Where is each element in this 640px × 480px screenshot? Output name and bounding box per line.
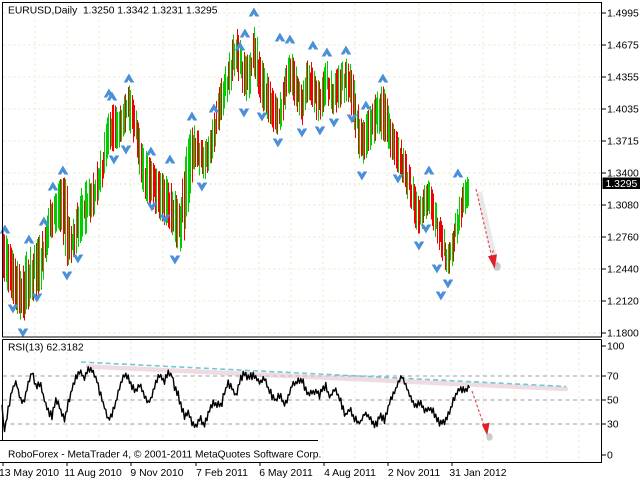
- svg-text:6 May 2011: 6 May 2011: [259, 468, 313, 479]
- svg-text:RoboForex - MetaTrader 4, © 20: RoboForex - MetaTrader 4, © 2001-2011 Me…: [8, 450, 321, 461]
- svg-text:EURUSD,Daily 1.3250 1.3342 1.: EURUSD,Daily 1.3250 1.3342 1.3231 1.3295: [8, 6, 218, 17]
- svg-text:30: 30: [607, 420, 619, 431]
- svg-text:1.2760: 1.2760: [607, 233, 639, 244]
- svg-text:11 Aug 2010: 11 Aug 2010: [64, 468, 122, 479]
- svg-text:31 Jan 2012: 31 Jan 2012: [449, 468, 506, 479]
- svg-text:1.2120: 1.2120: [607, 297, 639, 308]
- svg-text:1.4995: 1.4995: [607, 9, 639, 20]
- svg-text:1.1800: 1.1800: [607, 329, 639, 340]
- svg-text:2 Nov 2011: 2 Nov 2011: [388, 468, 441, 479]
- svg-text:1.3400: 1.3400: [607, 169, 639, 180]
- svg-text:1.3715: 1.3715: [607, 137, 639, 148]
- svg-text:4 Aug 2011: 4 Aug 2011: [324, 468, 376, 479]
- svg-text:1.3295: 1.3295: [606, 179, 638, 190]
- svg-text:7 Feb 2011: 7 Feb 2011: [196, 468, 248, 479]
- svg-text:1.4035: 1.4035: [607, 105, 639, 116]
- svg-text:1.4675: 1.4675: [607, 41, 639, 52]
- svg-text:1.4355: 1.4355: [607, 73, 639, 84]
- svg-text:50: 50: [607, 396, 619, 407]
- svg-text:70: 70: [607, 372, 619, 383]
- svg-text:100: 100: [607, 342, 625, 353]
- svg-text:9 Nov 2010: 9 Nov 2010: [130, 468, 183, 479]
- svg-text:1.2440: 1.2440: [607, 265, 639, 276]
- svg-text:1.3080: 1.3080: [607, 201, 639, 212]
- svg-text:0: 0: [607, 451, 613, 462]
- svg-text:RSI(13) 62.3182: RSI(13) 62.3182: [8, 343, 84, 354]
- svg-text:13 May 2010: 13 May 2010: [0, 468, 59, 479]
